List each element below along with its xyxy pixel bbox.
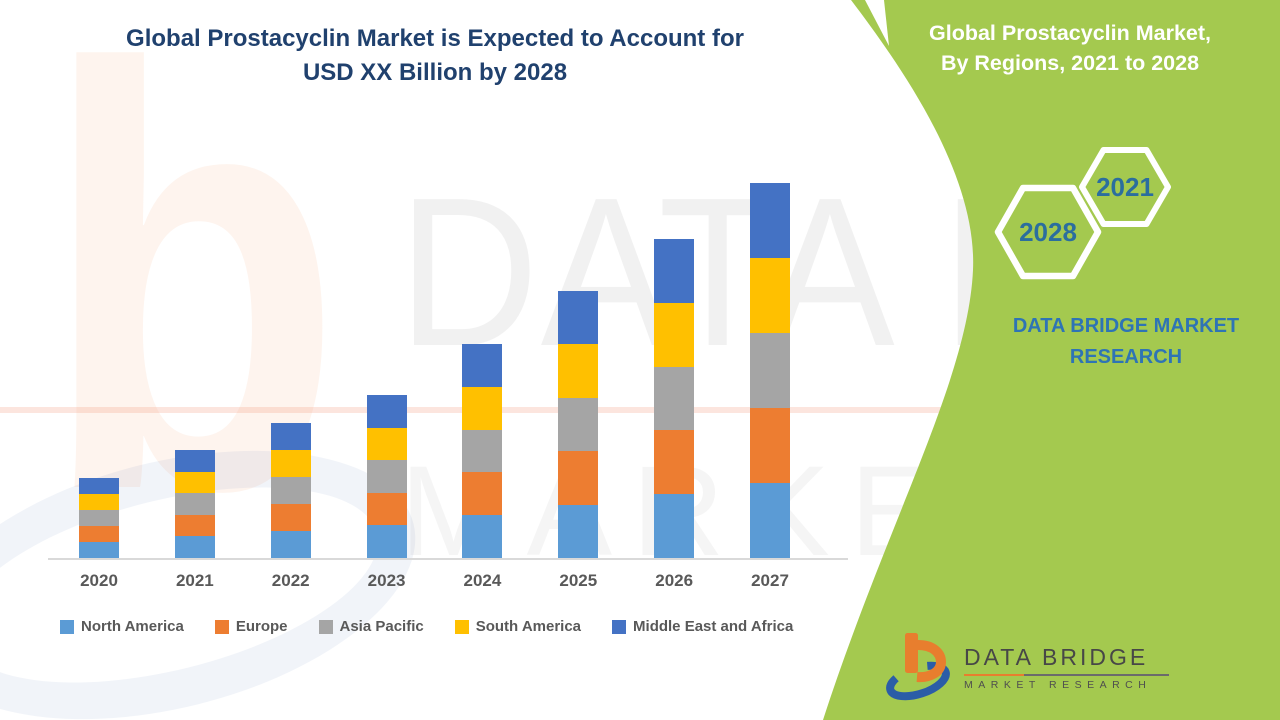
bar-segment [750, 408, 791, 483]
bar-segment [654, 239, 695, 303]
brand-text-line2: RESEARCH [1069, 346, 1183, 368]
stacked-bar-2024 [462, 344, 503, 558]
bar-segment [366, 460, 407, 493]
bar-segment [558, 291, 599, 345]
bar-segment [462, 344, 503, 387]
bar-segment [558, 504, 599, 558]
stacked-bar-2021 [174, 450, 215, 558]
x-axis-label: 2024 [463, 571, 502, 590]
chart-title-line2: USD XX Billion by 2028 [302, 59, 568, 86]
footer-logo-name: DATA BRIDGE [964, 643, 1149, 670]
bar-segment [558, 397, 599, 452]
bar-segment [79, 526, 119, 542]
bar-segment [462, 429, 503, 473]
bar-segment [270, 531, 311, 558]
legend-swatch [612, 619, 627, 634]
bar-segment [366, 492, 407, 526]
bar-segment [654, 494, 695, 558]
legend-item: Asia Pacific [318, 618, 424, 635]
bar-segment [558, 344, 599, 398]
legend: North America Europe Asia Pacific South Ame… [60, 618, 793, 635]
legend-label: Middle East and Africa [633, 618, 794, 635]
stacked-bar-2023 [366, 395, 407, 558]
stacked-bar-2026 [654, 239, 695, 558]
bar-segment [174, 514, 215, 537]
stacked-bar-2022 [270, 423, 311, 558]
panel-title-line2: By Regions, 2021 to 2028 [940, 51, 1200, 75]
legend-item: Middle East and Africa [612, 618, 793, 635]
x-axis-label: 2022 [271, 571, 310, 590]
brand-text-right: DATA BRIDGE MARKET RESEARCH [1000, 311, 1252, 373]
footer-logo: DATA BRIDGE MARKET RESEARCH [884, 631, 1169, 703]
legend-label: North America [81, 618, 184, 635]
legend-label: Europe [235, 618, 288, 635]
bar-segment [654, 302, 695, 367]
x-axis-label: 2026 [655, 571, 694, 590]
x-axis-label: 2023 [367, 571, 406, 590]
bar-segment [270, 504, 311, 531]
stacked-bar-2027 [750, 183, 791, 558]
x-axis-line [48, 558, 848, 560]
bar-segment [174, 471, 215, 494]
x-axis-label: 2027 [751, 571, 789, 590]
bar-segment [366, 427, 407, 461]
hexagon-2028-label: 2028 [1019, 217, 1077, 247]
legend-swatch [454, 619, 469, 634]
legend-swatch [214, 619, 229, 634]
bar-segment [654, 430, 695, 495]
legend-label: Asia Pacific [339, 618, 424, 635]
bar-segment [654, 366, 695, 431]
legend-swatch [318, 619, 333, 634]
footer-logo-tagline: MARKET RESEARCH [964, 678, 1152, 691]
hexagon-2021-label: 2021 [1096, 172, 1154, 202]
bar-segment [558, 451, 599, 505]
panel-corner-sliver [865, 0, 889, 46]
legend-item: North America [60, 618, 184, 635]
bar-segment [174, 536, 215, 558]
bar-segment [79, 494, 119, 510]
bar-segment [79, 478, 119, 494]
bar-segment [750, 258, 791, 333]
chart-title: Global Prostacyclin Market is Expected t… [90, 22, 780, 90]
x-axis-label: 2025 [559, 571, 598, 590]
brand-text-line1: DATA BRIDGE MARKET [1012, 315, 1240, 337]
bar-segment [750, 183, 791, 258]
bar-segment [366, 525, 407, 558]
stacked-bar-2020 [79, 478, 119, 558]
bar-segment [174, 450, 215, 472]
bar-segment [270, 423, 311, 450]
bar-segment [462, 386, 503, 430]
footer-logo-divider [964, 673, 1169, 676]
stacked-bar-2025 [558, 291, 599, 558]
panel-title: Global Prostacyclin Market, By Regions, … [900, 18, 1240, 78]
bar-segment [462, 472, 503, 516]
bar-segment [750, 333, 791, 408]
legend-swatch [60, 619, 74, 634]
panel-title-line1: Global Prostacyclin Market, [929, 21, 1211, 45]
legend-label: South America [475, 618, 582, 635]
bar-segment [462, 515, 503, 558]
bar-segment [270, 477, 311, 504]
bar-segment [270, 450, 311, 477]
legend-item: South America [454, 618, 582, 635]
legend-item: Europe [214, 618, 288, 635]
plot-area [48, 120, 848, 560]
chart-title-line1: Global Prostacyclin Market is Expected t… [126, 25, 744, 52]
bar-segment [79, 542, 119, 558]
bar-segment [366, 395, 407, 428]
bar-segment [750, 483, 791, 558]
x-axis-label: 2021 [175, 571, 214, 590]
bar-segment [174, 493, 215, 515]
year-hexagons: 2021 2028 [994, 147, 1171, 280]
x-axis-label: 2020 [80, 571, 118, 590]
data-bridge-logo-icon [886, 633, 950, 701]
bar-segment [79, 510, 119, 526]
x-axis-labels: 2020 2021 2022 2023 2024 2025 2026 2027 [0, 571, 900, 595]
bars-layer [48, 120, 848, 560]
